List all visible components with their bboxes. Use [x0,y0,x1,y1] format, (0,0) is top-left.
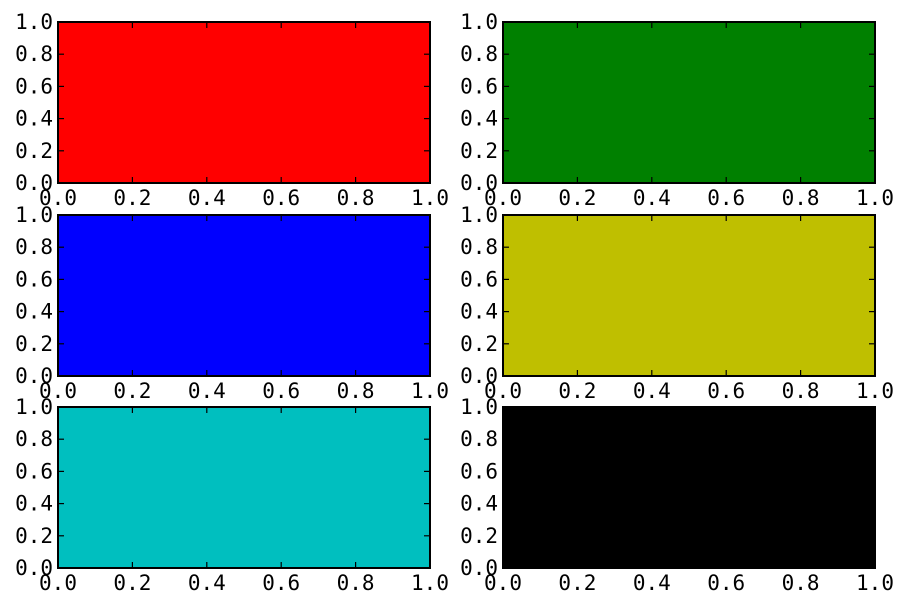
x-tick-label: 1.0 [856,571,894,595]
y-tick-label: 0.8 [15,42,53,66]
y-tick-label: 1.0 [460,203,498,227]
x-tick-label: 0.2 [558,186,596,210]
x-tick-label: 0.4 [188,186,226,210]
y-tick-label: 1.0 [460,10,498,34]
filled-area [503,407,875,568]
x-tick-label: 0.0 [39,379,77,403]
y-tick-label: 0.2 [460,524,498,548]
x-tick-label: 0.0 [484,186,522,210]
y-tick-label: 0.6 [15,267,53,291]
y-tick-label: 0.8 [460,42,498,66]
subplot-bottom-right: 0.0 0.2 0.4 0.6 0.8 1.0 0.0 0.2 0.4 0.6 0.8 1.0 [460,395,894,595]
y-tick-label: 0.2 [460,332,498,356]
subplot-middle-left: 0.0 0.2 0.4 0.6 0.8 1.0 0.0 0.2 0.4 0.6 0.8 1.0 [15,203,449,403]
axis-frame [57,21,431,184]
x-tick-label: 1.0 [411,379,449,403]
y-tick-label: 0.2 [15,139,53,163]
y-tick-label: 0.0 [15,364,53,388]
x-tick-label: 0.4 [188,379,226,403]
y-tick-label: 0.8 [460,427,498,451]
x-tick-label: 1.0 [856,379,894,403]
y-tick-label: 1.0 [460,395,498,419]
x-tick-label: 0.8 [337,571,375,595]
y-tick-label: 0.6 [460,74,498,98]
y-tick-label: 0.2 [15,332,53,356]
x-tick-label: 0.6 [262,571,300,595]
y-tick-label: 0.6 [15,74,53,98]
axis-frame [502,21,876,184]
y-tick-label: 0.4 [15,107,53,131]
y-tick-label: 0.8 [460,235,498,259]
filled-area [58,407,430,568]
subplot-top-right: 0.0 0.2 0.4 0.6 0.8 1.0 0.0 0.2 0.4 0.6 0.8 1.0 [460,10,894,210]
subplot-bottom-left: 0.0 0.2 0.4 0.6 0.8 1.0 0.0 0.2 0.4 0.6 0.8 1.0 [15,395,449,595]
x-tick-label: 0.2 [113,186,151,210]
axis-frame [57,406,431,569]
x-tick-label: 0.2 [113,379,151,403]
filled-area [503,22,875,183]
x-tick-label: 0.2 [558,379,596,403]
x-tick-label: 0.6 [262,186,300,210]
x-tick-label: 0.0 [484,379,522,403]
x-tick-label: 0.6 [707,379,745,403]
x-tick-label: 0.0 [39,186,77,210]
y-tick-label: 0.0 [460,556,498,580]
x-tick-label: 0.4 [633,379,671,403]
y-tick-label: 1.0 [15,10,53,34]
x-tick-label: 0.0 [39,571,77,595]
y-tick-label: 0.2 [15,524,53,548]
x-tick-label: 0.4 [633,186,671,210]
axis-frame [502,406,876,569]
filled-area [58,22,430,183]
x-tick-label: 0.8 [337,186,375,210]
y-tick-label: 0.0 [460,364,498,388]
x-tick-label: 0.4 [188,571,226,595]
y-tick-label: 0.6 [460,267,498,291]
y-tick-label: 0.6 [460,459,498,483]
subplot-top-left: 0.0 0.2 0.4 0.6 0.8 1.0 0.0 0.2 0.4 0.6 0.8 1.0 [15,10,449,210]
y-tick-label: 1.0 [15,203,53,227]
filled-area [503,215,875,376]
y-tick-label: 0.4 [460,300,498,324]
x-tick-label: 0.6 [707,571,745,595]
y-tick-label: 0.8 [15,235,53,259]
y-tick-label: 0.4 [15,492,53,516]
y-tick-label: 0.0 [15,556,53,580]
y-tick-label: 0.0 [460,171,498,195]
subplot-middle-right: 0.0 0.2 0.4 0.6 0.8 1.0 0.0 0.2 0.4 0.6 0.8 1.0 [460,203,894,403]
x-tick-label: 0.8 [337,379,375,403]
y-tick-label: 0.8 [15,427,53,451]
x-tick-label: 0.2 [113,571,151,595]
filled-area [58,215,430,376]
y-tick-label: 0.2 [460,139,498,163]
y-tick-label: 0.4 [460,107,498,131]
x-tick-label: 1.0 [411,571,449,595]
x-tick-label: 0.8 [782,186,820,210]
y-tick-label: 0.4 [15,300,53,324]
x-tick-label: 0.8 [782,571,820,595]
axis-frame [502,214,876,377]
x-tick-label: 0.6 [262,379,300,403]
x-tick-label: 0.0 [484,571,522,595]
y-tick-label: 0.4 [460,492,498,516]
y-tick-label: 1.0 [15,395,53,419]
x-tick-label: 1.0 [411,186,449,210]
axis-frame [57,214,431,377]
x-tick-label: 0.2 [558,571,596,595]
y-tick-label: 0.6 [15,459,53,483]
x-tick-label: 0.8 [782,379,820,403]
x-tick-label: 0.4 [633,571,671,595]
y-tick-label: 0.0 [15,171,53,195]
x-tick-label: 0.6 [707,186,745,210]
x-tick-label: 1.0 [856,186,894,210]
